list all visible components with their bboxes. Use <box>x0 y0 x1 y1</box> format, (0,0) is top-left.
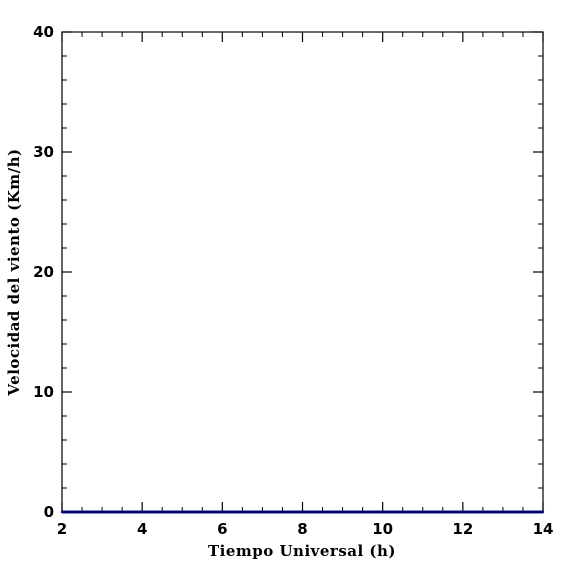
y-axis-title: Velocidad del viento (Km/h) <box>5 148 23 396</box>
minor-ticks <box>62 32 543 512</box>
y-tick-label: 10 <box>33 383 54 401</box>
x-tick-label: 12 <box>452 520 473 538</box>
major-ticks <box>61 31 544 513</box>
y-tick-label: 20 <box>33 263 54 281</box>
x-tick-labels: 2 4 6 8 10 12 14 <box>57 520 554 538</box>
y-tick-label: 0 <box>44 503 54 521</box>
x-tick-label: 10 <box>372 520 393 538</box>
plot-frame <box>61 31 544 513</box>
y-tick-label: 30 <box>33 143 54 161</box>
x-axis-title: Tiempo Universal (h) <box>208 542 396 560</box>
x-tick-label: 2 <box>57 520 67 538</box>
x-tick-label: 4 <box>137 520 147 538</box>
y-tick-label: 40 <box>33 23 54 41</box>
y-tick-labels: 0 10 20 30 40 <box>33 23 54 521</box>
x-tick-label: 8 <box>297 520 307 538</box>
x-tick-label: 6 <box>217 520 227 538</box>
x-tick-label: 14 <box>533 520 554 538</box>
